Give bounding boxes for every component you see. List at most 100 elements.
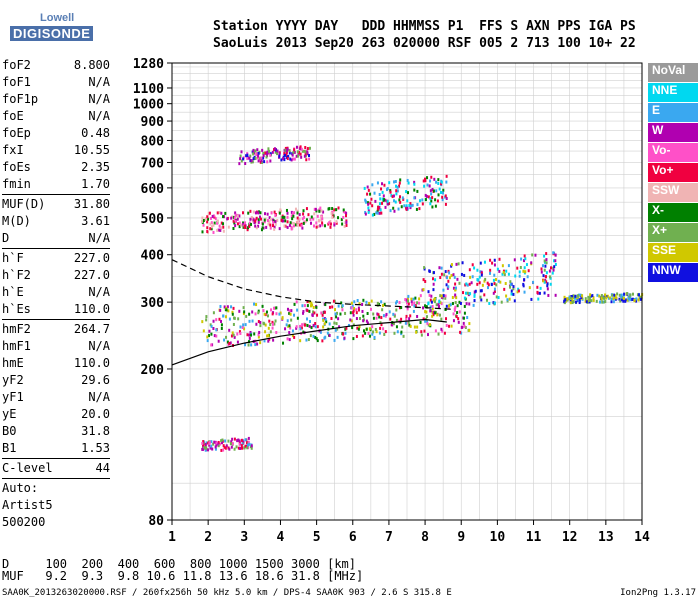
- echo-point: [430, 192, 433, 196]
- echo-point: [321, 221, 324, 225]
- echo-point: [257, 311, 260, 315]
- echo-point: [254, 211, 257, 215]
- echo-point: [330, 211, 333, 215]
- echo-point: [292, 214, 295, 218]
- echo-point: [471, 263, 474, 267]
- echo-point: [426, 315, 429, 319]
- echo-point: [509, 285, 512, 289]
- echo-point: [504, 281, 507, 285]
- echo-point: [321, 313, 324, 317]
- echo-point: [415, 330, 418, 334]
- echo-point: [238, 225, 241, 229]
- y-tick-label: 900: [141, 115, 165, 130]
- echo-point: [400, 332, 403, 336]
- distance-muf-table: D 100 200 400 600 800 1000 1500 3000 [km…: [2, 558, 363, 582]
- echo-point: [406, 307, 409, 311]
- echo-point: [622, 299, 625, 303]
- echo-point: [520, 257, 523, 261]
- echo-point: [574, 294, 577, 298]
- echo-point: [207, 212, 210, 216]
- echo-point: [257, 309, 260, 313]
- echo-point: [342, 332, 345, 336]
- echo-point: [209, 222, 212, 226]
- echo-point: [368, 301, 371, 305]
- echo-point: [613, 293, 616, 297]
- echo-point: [424, 279, 427, 283]
- param-row: hmE 110.0: [2, 355, 110, 372]
- param-value: 0.48: [81, 126, 110, 140]
- echo-point: [407, 299, 410, 303]
- echo-point: [216, 219, 219, 223]
- echo-point: [312, 323, 315, 327]
- echo-point: [386, 202, 389, 206]
- echo-point: [222, 229, 225, 233]
- echo-point: [251, 310, 254, 314]
- echo-point: [584, 297, 587, 301]
- echo-point: [308, 300, 311, 304]
- echo-point: [324, 303, 327, 307]
- echo-point: [430, 294, 433, 298]
- echo-point: [398, 181, 401, 185]
- echo-point: [212, 223, 215, 227]
- echo-point: [207, 448, 210, 452]
- echo-point: [442, 288, 445, 292]
- echo-point: [288, 324, 291, 328]
- echo-point: [255, 322, 258, 326]
- echo-point: [441, 329, 444, 333]
- echo-point: [327, 207, 330, 211]
- echo-point: [419, 199, 422, 203]
- echo-point: [522, 269, 525, 273]
- echo-point: [271, 320, 274, 324]
- echo-point: [368, 334, 371, 338]
- echo-point: [381, 190, 384, 194]
- echo-point: [269, 153, 272, 157]
- echo-point: [248, 442, 251, 446]
- echo-point: [603, 296, 606, 300]
- echo-point: [445, 196, 448, 200]
- echo-point: [473, 299, 476, 303]
- echo-point: [367, 188, 370, 192]
- param-name: h`F2: [2, 268, 31, 282]
- echo-point: [208, 442, 211, 446]
- echo-point: [248, 333, 251, 337]
- echo-point: [462, 291, 465, 295]
- echo-point: [225, 315, 228, 319]
- echo-point: [306, 147, 309, 151]
- echo-point: [204, 448, 207, 452]
- echo-point: [463, 324, 466, 328]
- param-name: h`Es: [2, 302, 31, 316]
- x-tick-label: 13: [598, 530, 614, 545]
- echo-point: [392, 194, 395, 198]
- echo-point: [458, 300, 461, 304]
- y-tick-label: 400: [141, 249, 165, 264]
- echo-point: [444, 270, 447, 274]
- echo-point: [528, 286, 531, 290]
- echo-point: [434, 311, 437, 315]
- echo-point: [306, 317, 309, 321]
- echo-point: [367, 202, 370, 206]
- echo-point: [335, 208, 338, 212]
- echo-point: [456, 304, 459, 308]
- echo-point: [249, 154, 252, 158]
- echo-point: [265, 225, 268, 229]
- echo-point: [222, 222, 225, 226]
- echo-point: [246, 441, 249, 445]
- echo-point: [462, 316, 465, 320]
- echo-point: [626, 298, 629, 302]
- echo-point: [523, 259, 526, 263]
- echo-point: [416, 314, 419, 318]
- echo-point: [395, 301, 398, 305]
- echo-point: [322, 318, 325, 322]
- echo-point: [248, 221, 251, 225]
- echo-point: [406, 199, 409, 203]
- echo-point: [262, 309, 265, 313]
- echo-point: [434, 329, 437, 333]
- echo-point: [407, 302, 410, 306]
- echo-point: [343, 336, 346, 340]
- echo-point: [501, 264, 504, 268]
- echo-point: [209, 227, 212, 231]
- echo-point: [202, 218, 205, 222]
- echo-point: [498, 257, 501, 261]
- echo-point: [452, 319, 455, 323]
- echo-point: [620, 295, 623, 299]
